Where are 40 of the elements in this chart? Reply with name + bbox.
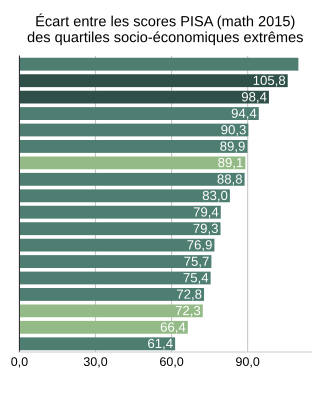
bar bbox=[19, 272, 211, 284]
bar bbox=[19, 337, 176, 350]
data-label: 98,4 bbox=[242, 92, 267, 104]
bar bbox=[19, 156, 246, 170]
data-label: 105,8 bbox=[254, 76, 286, 87]
data-label: 89,9 bbox=[220, 141, 245, 152]
bar bbox=[19, 172, 245, 186]
bar bbox=[19, 255, 212, 268]
bar bbox=[19, 140, 248, 153]
bar bbox=[19, 74, 288, 88]
chart-title: Écart entre les scores PISA (math 2015) des quartiles socio-économiques extrêmes bbox=[28, 14, 303, 46]
bar bbox=[19, 124, 248, 136]
bar bbox=[19, 189, 230, 202]
data-label: 90,3 bbox=[221, 125, 246, 136]
x-tick-label: 90,0 bbox=[236, 357, 260, 368]
data-label: 83,0 bbox=[202, 190, 228, 202]
x-tick-label: 0,0 bbox=[11, 357, 28, 368]
bar bbox=[19, 222, 221, 236]
data-label: 79,3 bbox=[193, 224, 218, 235]
data-label: 89,1 bbox=[218, 158, 243, 169]
data-label: 94,4 bbox=[232, 108, 256, 120]
data-label: 61,4 bbox=[148, 338, 173, 350]
data-label: 75,7 bbox=[184, 256, 209, 268]
x-tick-label: 30,0 bbox=[84, 357, 108, 368]
bar bbox=[19, 238, 214, 252]
bar bbox=[19, 320, 188, 334]
x-tick-label: 60,0 bbox=[160, 357, 184, 368]
bar bbox=[19, 304, 203, 318]
bar bbox=[19, 206, 221, 219]
data-label: 79,4 bbox=[194, 207, 218, 218]
data-label: 75,4 bbox=[184, 273, 208, 284]
bar bbox=[19, 58, 298, 71]
bar bbox=[19, 90, 269, 104]
data-label: 72,3 bbox=[176, 306, 200, 317]
data-label: 76,9 bbox=[187, 240, 212, 252]
bar bbox=[19, 107, 259, 120]
data-label: 72,8 bbox=[177, 289, 202, 300]
data-label: 88,8 bbox=[217, 174, 242, 186]
bar bbox=[19, 288, 204, 301]
data-label: 66,4 bbox=[160, 322, 186, 334]
